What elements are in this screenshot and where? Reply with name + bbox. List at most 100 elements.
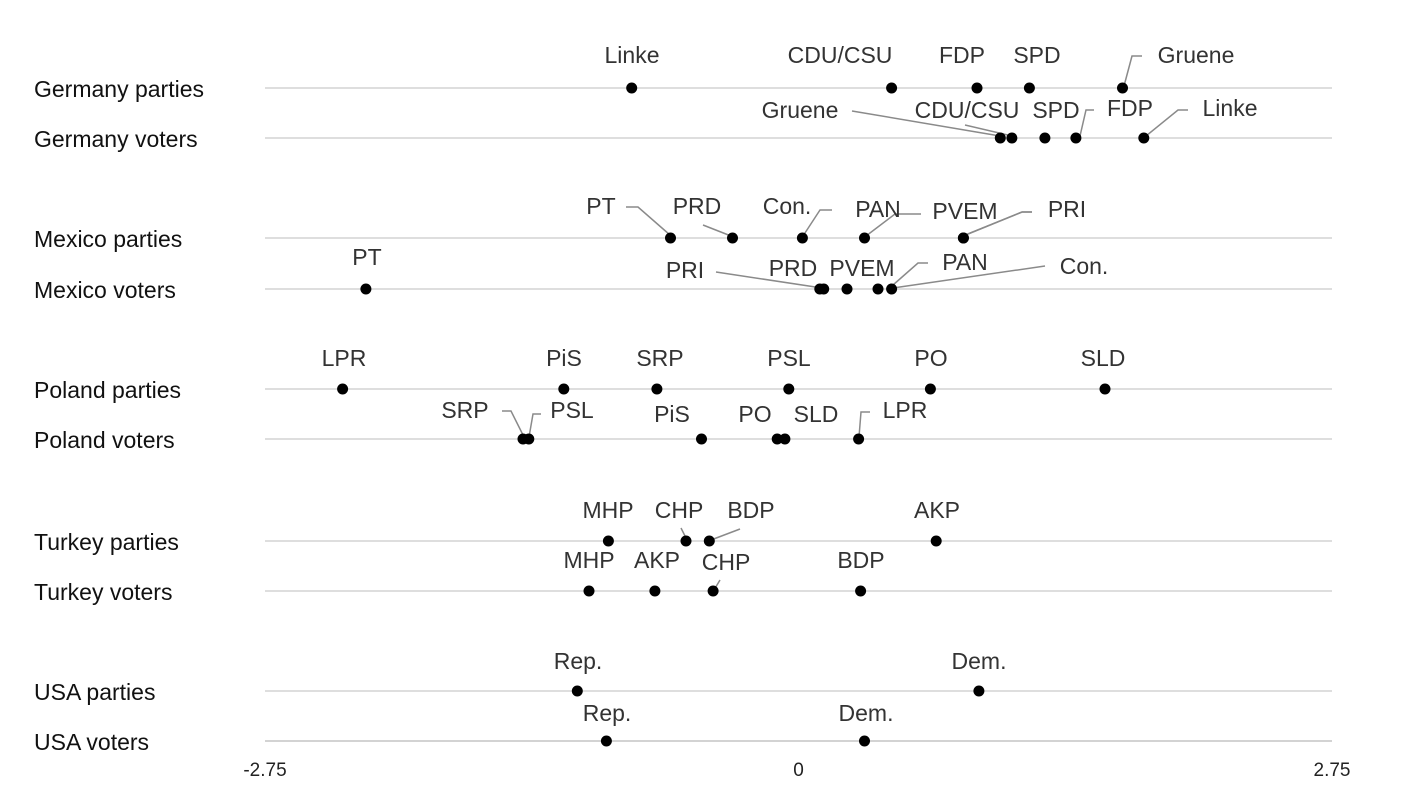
point-label-poland-parties-srp: SRP	[636, 345, 683, 371]
point-label-mexico-parties-prd: PRD	[673, 193, 722, 219]
leader-line-germany-voters-fdp	[1079, 109, 1094, 137]
point-mexico-voters-pt	[360, 283, 372, 295]
point-usa-voters-dem	[859, 735, 870, 747]
point-label-poland-parties-psl: PSL	[767, 345, 811, 371]
point-mexico-parties-pan	[859, 232, 870, 244]
point-label-usa-parties-rep: Rep.	[554, 648, 603, 674]
point-label-mexico-parties-pan: PAN	[855, 196, 901, 222]
point-label-mexico-parties-pvem: PVEM	[932, 198, 997, 224]
point-label-poland-parties-sld: SLD	[1081, 345, 1126, 371]
leader-line-mexico-voters-pan	[892, 262, 928, 286]
leader-lines	[502, 55, 1188, 591]
point-usa-parties-rep	[571, 685, 583, 697]
point-poland-parties-srp	[651, 383, 663, 395]
rows-layer: Germany parties Germany voters Mexico part…	[34, 76, 1332, 755]
point-label-turkey-parties-bdp: BDP	[727, 497, 774, 523]
point-mexico-parties-prd	[727, 232, 738, 244]
point-label-germany-voters-linke: Linke	[1203, 95, 1258, 121]
leader-line-mexico-voters-pri	[715, 271, 823, 289]
leader-line-mexico-parties-prd	[702, 224, 732, 237]
point-germany-voters-fdp	[1070, 132, 1082, 144]
point-labels: Linke CDU/CSU FDP SPD Gruene Gruene CDU/CSU SPD…	[322, 42, 1258, 726]
point-poland-parties-sld	[1099, 383, 1111, 395]
x-axis: -2.75 0 2.75	[243, 760, 1350, 781]
point-mexico-voters-con	[886, 283, 898, 295]
leader-line-poland-voters-psl	[528, 413, 541, 438]
point-turkey-parties-bdp	[703, 535, 715, 547]
leader-line-mexico-parties-pri	[962, 211, 1032, 237]
point-turkey-voters-akp	[649, 585, 661, 597]
row-label-poland-voters: Poland voters	[34, 427, 175, 453]
point-germany-parties-gruene	[1117, 82, 1128, 94]
point-label-mexico-voters-con: Con.	[1060, 253, 1109, 279]
point-label-poland-voters-pis: PiS	[654, 401, 690, 427]
point-label-germany-parties-fdp: FDP	[939, 42, 985, 68]
row-label-turkey-voters: Turkey voters	[34, 579, 172, 605]
row-label-usa-voters: USA voters	[34, 729, 149, 755]
point-germany-parties-linke	[626, 82, 638, 94]
leader-line-poland-voters-lpr	[858, 411, 870, 438]
leader-line-poland-voters-srp	[502, 410, 525, 438]
x-tick-label-max: 2.75	[1314, 760, 1351, 781]
leader-line-mexico-voters-con	[892, 265, 1046, 289]
point-label-mexico-voters-pan: PAN	[942, 249, 988, 275]
row-label-mexico-parties: Mexico parties	[34, 226, 182, 252]
point-poland-voters-lpr	[853, 433, 865, 445]
point-label-germany-voters-fdp: FDP	[1107, 95, 1153, 121]
leader-line-germany-voters-gruene	[851, 110, 1001, 137]
points-layer	[337, 82, 1150, 747]
point-mexico-parties-pt	[665, 232, 676, 244]
row-label-mexico-voters: Mexico voters	[34, 277, 176, 303]
point-label-mexico-parties-pri: PRI	[1048, 196, 1086, 222]
point-label-poland-parties-lpr: LPR	[322, 345, 367, 371]
point-germany-voters-gruene	[994, 132, 1006, 144]
point-poland-parties-po	[924, 383, 936, 395]
point-usa-voters-rep	[600, 735, 612, 747]
point-poland-parties-pis	[558, 383, 570, 395]
leader-line-mexico-parties-con	[802, 209, 832, 237]
point-germany-voters-linke	[1138, 132, 1150, 144]
point-label-turkey-parties-akp: AKP	[914, 497, 960, 523]
point-label-mexico-voters-prd: PRD	[769, 255, 818, 281]
point-label-usa-parties-dem: Dem.	[952, 648, 1007, 674]
leader-line-germany-parties-gruene	[1123, 55, 1142, 87]
point-label-poland-voters-sld: SLD	[794, 401, 839, 427]
point-label-mexico-parties-pt: PT	[586, 193, 615, 219]
point-germany-parties-cdu-csu	[886, 82, 898, 94]
point-label-poland-voters-psl: PSL	[550, 397, 594, 423]
point-turkey-parties-chp	[680, 535, 692, 547]
x-tick-label-zero: 0	[793, 760, 804, 781]
point-turkey-parties-akp	[930, 535, 942, 547]
point-poland-parties-lpr	[337, 383, 349, 395]
point-label-poland-voters-srp: SRP	[441, 397, 488, 423]
point-turkey-voters-chp	[707, 585, 719, 597]
point-label-poland-voters-lpr: LPR	[883, 397, 928, 423]
point-label-poland-voters-po: PO	[738, 401, 771, 427]
point-label-turkey-voters-akp: AKP	[634, 547, 680, 573]
point-label-mexico-voters-pt: PT	[352, 244, 381, 270]
point-label-germany-parties-gruene: Gruene	[1158, 42, 1235, 68]
point-germany-parties-spd	[1023, 82, 1035, 94]
row-label-turkey-parties: Turkey parties	[34, 529, 179, 555]
point-label-turkey-parties-mhp: MHP	[582, 497, 633, 523]
leader-line-germany-voters-linke	[1145, 109, 1188, 137]
row-label-poland-parties: Poland parties	[34, 377, 181, 403]
point-germany-voters-spd	[1039, 132, 1051, 144]
point-label-germany-voters-spd: SPD	[1032, 97, 1079, 123]
leader-line-mexico-parties-pt	[626, 206, 671, 236]
point-mexico-parties-pri	[957, 232, 969, 244]
point-label-mexico-parties-con: Con.	[763, 193, 812, 219]
point-poland-voters-po	[771, 433, 783, 445]
point-label-usa-voters-dem: Dem.	[839, 700, 894, 726]
point-mexico-voters-pvem	[841, 283, 853, 295]
leader-line-turkey-parties-bdp	[710, 528, 741, 541]
row-label-germany-parties: Germany parties	[34, 76, 204, 102]
point-label-germany-voters-cdu-csu: CDU/CSU	[915, 97, 1020, 123]
point-label-mexico-voters-pvem: PVEM	[829, 255, 894, 281]
point-poland-voters-pis	[696, 433, 707, 445]
point-label-germany-parties-linke: Linke	[605, 42, 660, 68]
point-turkey-parties-mhp	[602, 535, 614, 547]
point-label-poland-parties-po: PO	[914, 345, 947, 371]
point-germany-voters-cdu-csu	[1006, 132, 1018, 144]
point-poland-voters-sld	[779, 433, 791, 445]
